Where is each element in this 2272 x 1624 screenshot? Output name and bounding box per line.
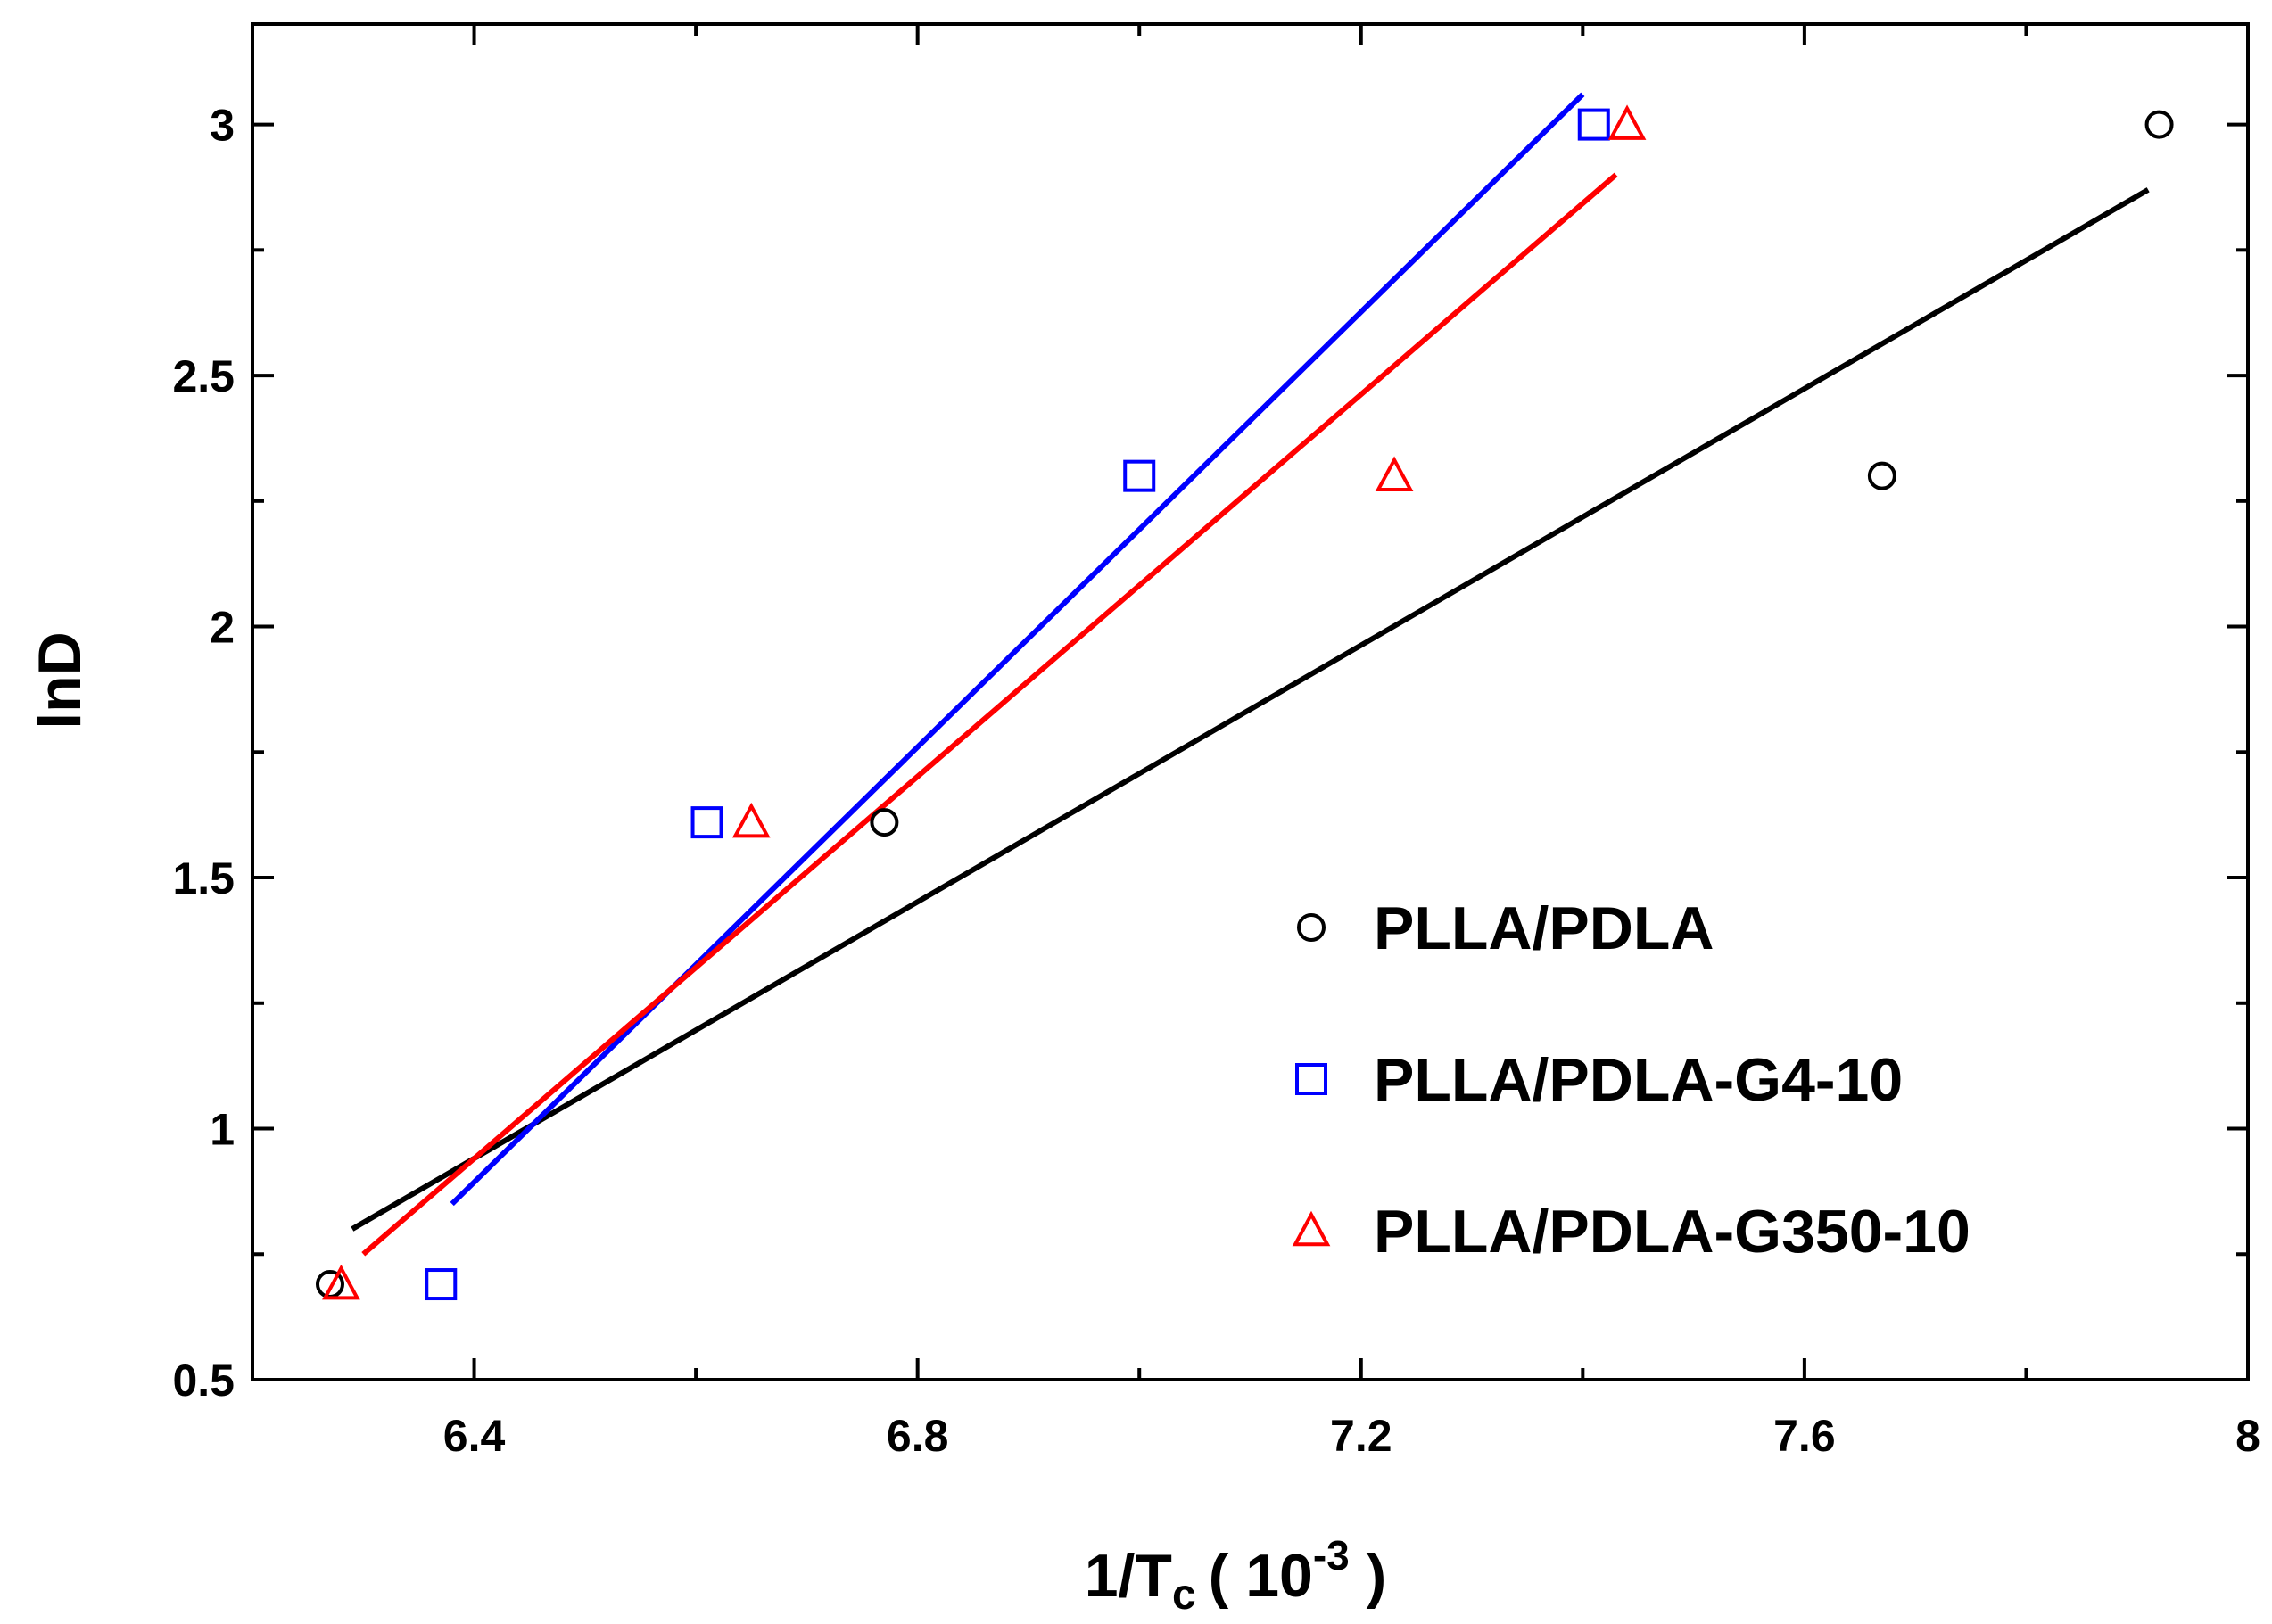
x-tick-label: 7.2 (1330, 1411, 1392, 1461)
legend-label-series-2: PLLA/PDLA-G4-10 (1374, 1046, 1903, 1114)
legend-label-series-3: PLLA/PDLA-G350-10 (1374, 1198, 1970, 1265)
y-tick-label: 1 (210, 1105, 235, 1155)
fit-lines (351, 92, 2150, 1257)
series-2-point (425, 1268, 458, 1301)
x-tick-label: 7.6 (1773, 1411, 1836, 1461)
y-tick-label: 1.5 (172, 853, 235, 903)
legend-marker-series-3 (1292, 1210, 1331, 1247)
series-3-point (1607, 104, 1647, 140)
x-axis-title-exponent: -3 (1313, 1532, 1350, 1579)
y-tick-label: 2 (210, 603, 235, 653)
series-2-point (690, 806, 723, 839)
x-axis-title-unit-suffix: ) (1350, 1542, 1387, 1610)
x-axis-title-subscript: c (1172, 1571, 1196, 1619)
legend: PLLA/PDLA PLLA/PDLA-G4-10 PLLA/PDLA-G350-1… (1292, 894, 1970, 1265)
y-axis-title: lnD (26, 631, 94, 730)
series-3-fit-line (361, 172, 1618, 1257)
series-2-point (1577, 108, 1610, 141)
series-3-point (1375, 456, 1414, 491)
legend-marker-series-1 (1297, 913, 1326, 942)
series-1-point (1867, 461, 1896, 490)
y-tick-labels: 0.5 1 1.5 2 2.5 3 (172, 101, 235, 1406)
series-3-point (731, 802, 771, 838)
plot-frame (251, 22, 2250, 1381)
data-markers (315, 104, 2174, 1301)
x-axis-title-main: 1/T (1085, 1542, 1172, 1610)
minor-ticks (252, 24, 2248, 1380)
series-1-fit-line (351, 187, 2150, 1232)
x-axis-title-unit-prefix: ( 10 (1209, 1542, 1313, 1610)
series-1-point (870, 808, 899, 837)
major-ticks (252, 24, 2250, 1381)
y-tick-label: 3 (210, 101, 235, 151)
y-tick-label: 2.5 (172, 351, 235, 401)
series-3-point (322, 1264, 360, 1300)
legend-label-series-1: PLLA/PDLA (1374, 894, 1714, 962)
y-tick-label: 0.5 (172, 1356, 235, 1406)
x-axis-title: 1/Tc ( 10-3 ) (1085, 1532, 1387, 1619)
series-1-point (2144, 110, 2174, 139)
x-tick-label: 6.8 (887, 1411, 949, 1461)
x-tick-label: 8 (2235, 1411, 2260, 1461)
legend-marker-series-2 (1295, 1063, 1327, 1095)
x-tick-label: 6.4 (443, 1411, 506, 1461)
x-tick-labels: 6.4 6.8 7.2 7.6 8 (443, 1411, 2260, 1461)
series-2-fit-line (450, 92, 1585, 1207)
series-2-point (1123, 459, 1156, 492)
